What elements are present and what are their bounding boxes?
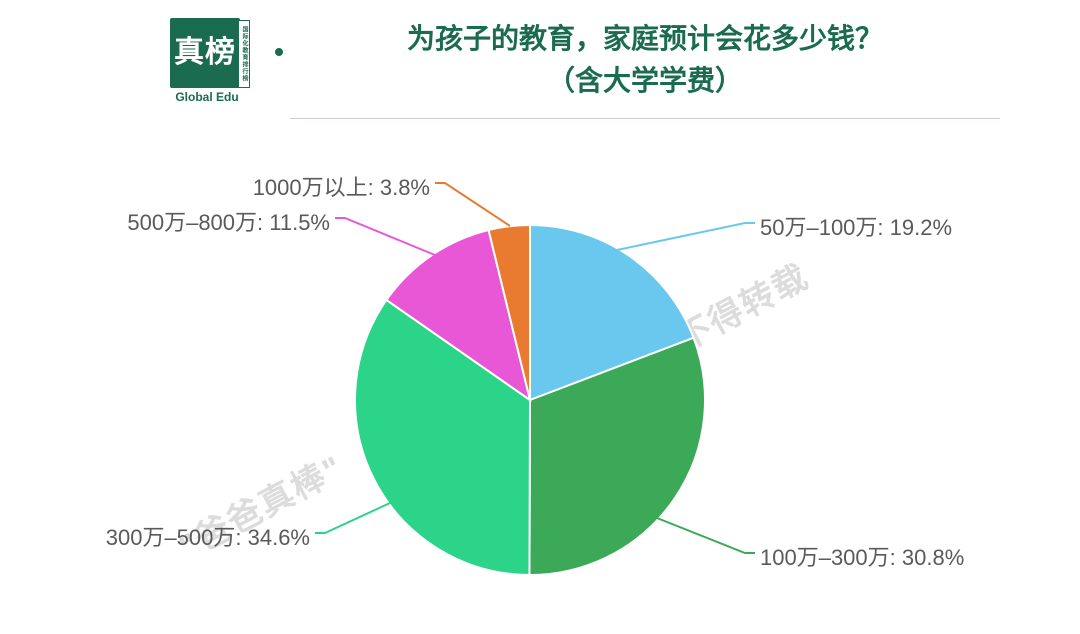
leader-line bbox=[657, 518, 755, 553]
pie-slice-label: 100万–300万: 30.8% bbox=[760, 540, 964, 572]
pie-slice-label: 300万–500万: 34.6% bbox=[106, 520, 310, 552]
pie-slice-label: 500万–800万: 11.5% bbox=[127, 205, 330, 237]
leader-line bbox=[435, 183, 510, 226]
leader-line bbox=[617, 223, 755, 250]
pie-slice-label: 50万–100万: 19.2% bbox=[760, 210, 952, 242]
leader-line bbox=[335, 218, 435, 255]
leader-line bbox=[315, 503, 390, 533]
pie-slice-label: 1000万以上: 3.8% bbox=[253, 170, 430, 202]
